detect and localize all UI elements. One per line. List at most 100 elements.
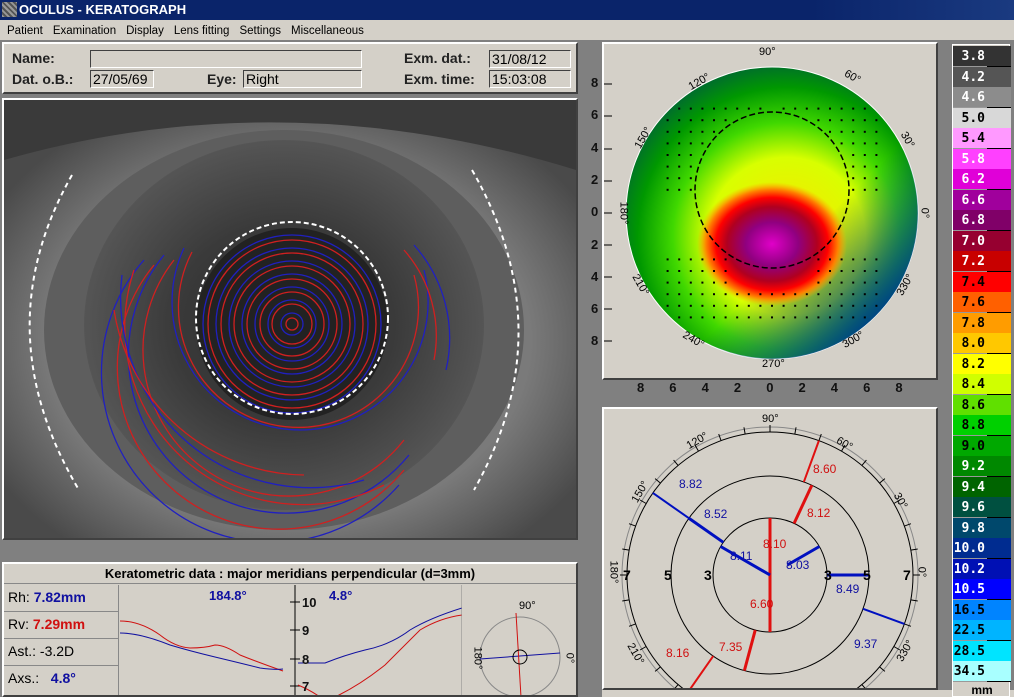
measurement-dot: [724, 270, 727, 272]
color-scale-legend: 3.8 4.2 4.6 5.0 5.4 5.8 6.2 6.6 6.8 7.0 7.2 7.4 7.6 7…: [952, 44, 1011, 697]
menu-display[interactable]: Display: [126, 25, 164, 37]
y-tick: 4: [591, 268, 599, 284]
measurement-dot: [852, 188, 855, 191]
color-scale-swatch: [987, 661, 1011, 682]
color-scale-value: 28.5: [953, 643, 985, 659]
measurement-dot: [829, 130, 831, 133]
measurement-dot: [852, 281, 855, 284]
measurement-dot: [701, 119, 704, 122]
color-scale-value: 5.8: [961, 151, 985, 167]
degree-tick: [639, 499, 647, 504]
color-scale-swatch: [987, 312, 1011, 334]
menu-miscellaneous[interactable]: Miscellaneous: [291, 25, 364, 37]
measurement-dot: [863, 130, 866, 133]
color-scale-value: 8.0: [961, 336, 985, 351]
name-label: Name:: [12, 50, 55, 66]
color-scale-swatch: [987, 394, 1011, 416]
angle-label: 0°: [915, 566, 928, 578]
measurement-dot: [689, 316, 692, 319]
measurement-dots: [666, 107, 878, 319]
measurement-dot: [701, 270, 704, 272]
measurement-dot: [840, 304, 843, 307]
degree-tick: [879, 478, 886, 484]
menu-settings[interactable]: Settings: [239, 25, 282, 37]
measurement-dot: [840, 130, 843, 133]
measurement-dot: [713, 304, 715, 307]
measurement-dot: [863, 270, 866, 272]
angle-label: 180°: [607, 560, 620, 584]
mini-180-label: 180°: [471, 646, 484, 670]
color-scale-row: 8.0: [953, 333, 1011, 354]
y-tick: 4: [591, 139, 599, 155]
measurement-dot: [863, 293, 866, 296]
color-scale-swatch: [987, 435, 1011, 457]
rh-value: 7.82mm: [33, 589, 86, 605]
measurement-dot: [713, 119, 715, 122]
degree-tick: [694, 444, 699, 452]
meridian-panel: 8.10 6.60 8.11 8.03 8.12 8.52 8.49 7.35 8.60 8.82…: [602, 407, 938, 690]
ring-label: 5: [664, 567, 672, 583]
color-scale-row: 8.2: [953, 353, 1011, 375]
measurement-dot: [678, 119, 681, 122]
color-scale-swatch: [987, 169, 1011, 190]
measurement-dot: [759, 316, 762, 319]
eye-field[interactable]: Right: [243, 70, 362, 88]
measurement-dot: [689, 130, 692, 133]
exam-date-field[interactable]: 31/08/12: [489, 50, 571, 68]
app-icon: [2, 2, 17, 17]
dob-field[interactable]: 27/05/69: [90, 70, 154, 88]
color-scale-swatch: [987, 210, 1011, 231]
measurement-dot: [666, 165, 669, 168]
exam-date-label: Exm. dat.:: [404, 50, 471, 66]
measurement-dot: [863, 154, 866, 156]
angle-label: 90°: [762, 413, 779, 425]
x-tick: 0: [766, 380, 774, 395]
ring-label: 5: [863, 567, 871, 583]
x-tick: 2: [798, 380, 806, 395]
measurement-dot: [863, 119, 866, 122]
measurement-dot: [701, 142, 704, 145]
measurement-dot: [666, 177, 669, 180]
menu-examination[interactable]: Examination: [52, 25, 117, 37]
color-scale-swatch: [987, 353, 1011, 375]
meridian-value: 8.16: [666, 646, 690, 660]
x-tick: 6: [863, 380, 871, 395]
measurement-dot: [678, 316, 681, 319]
degree-tick: [910, 548, 918, 551]
x-tick: 8: [637, 380, 645, 395]
name-field[interactable]: [90, 50, 362, 68]
degree-tick: [628, 523, 636, 527]
measurement-dot: [759, 304, 762, 307]
color-scale-value: 6.2: [961, 172, 985, 187]
menu-lens-fitting[interactable]: Lens fitting: [173, 25, 230, 37]
measurement-dot: [829, 293, 831, 296]
ast-value: -3.2D: [39, 643, 75, 659]
measurement-dot: [852, 119, 855, 122]
measurement-dot: [852, 130, 855, 133]
measurement-dot: [724, 281, 727, 284]
color-scale-row: 9.8: [953, 517, 1011, 539]
measurement-dot: [701, 107, 704, 110]
measurement-dot: [689, 270, 692, 272]
color-scale-value: 22.5: [953, 623, 985, 638]
color-scale-swatch: [987, 620, 1011, 641]
exam-time-field[interactable]: 15:03:08: [489, 70, 571, 88]
color-scale-value: 9.4: [961, 479, 985, 495]
color-scale-row: 28.5: [953, 640, 1011, 662]
color-scale-swatch: [987, 497, 1011, 518]
measurement-dot: [724, 293, 727, 296]
keratometric-title: Keratometric data : major meridians perp…: [4, 564, 576, 584]
measurement-dot: [771, 293, 773, 296]
measurement-dot: [875, 281, 878, 284]
color-scale-swatch: [987, 456, 1011, 477]
color-scale-row: 8.6: [953, 394, 1011, 416]
meridian-value: 8.49: [836, 582, 860, 596]
measurement-dot: [713, 107, 715, 110]
menu-patient[interactable]: Patient: [7, 25, 43, 37]
x-tick: 2: [733, 380, 742, 395]
measurement-dot: [724, 258, 727, 261]
color-scale-row: 34.5: [953, 661, 1011, 682]
measurement-dot: [840, 142, 843, 145]
measurement-dot: [736, 304, 739, 307]
color-scale-value: 7.8: [961, 315, 985, 331]
